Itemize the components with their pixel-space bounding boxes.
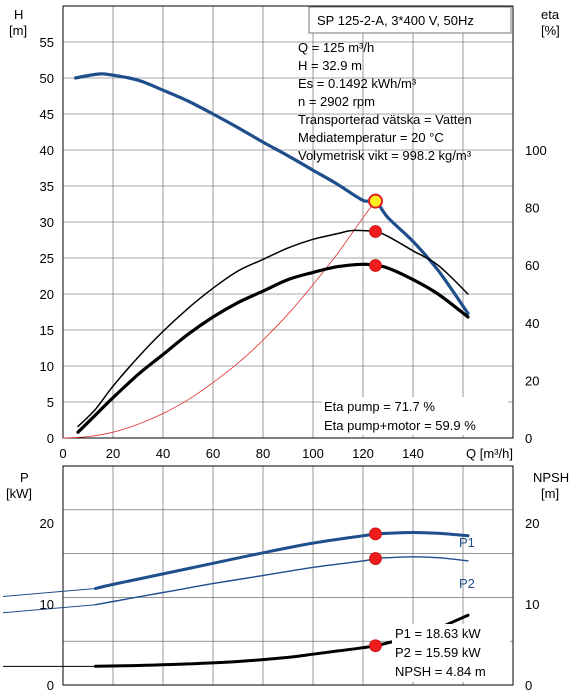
head-efficiency-chart: 0 5 10 15 20 25 30 35 40 45 50 55 0 20 40 60 80 100 0 20 40 6… [9, 5, 560, 461]
y2-tick-label: 100 [525, 143, 547, 158]
info-line: H = 32.9 m [298, 58, 362, 73]
duty-point-marker [369, 639, 382, 653]
x-axis-label: Q [m³/h] [466, 446, 513, 461]
eta-pump-motor-annotation: Eta pump+motor = 59.9 % [324, 418, 476, 433]
power-annotation-bg [392, 624, 510, 682]
info-block: Q = 125 m³/h H = 32.9 m Es = 0.1492 kWh/… [298, 40, 472, 163]
y2-tick-label: 20 [525, 373, 539, 388]
x-tick-label: 0 [59, 446, 66, 461]
series-line-eta_pump_motor [76, 262, 470, 434]
p1-series-label: P1 [459, 535, 475, 550]
top-plot-frame [62, 5, 514, 439]
x-tick-label: 40 [156, 446, 170, 461]
y-tick-label: 25 [40, 251, 54, 266]
duty-point-marker [369, 259, 382, 272]
p1-annotation: P1 = 18.63 kW [395, 626, 481, 641]
npsh-axis-unit: [m] [541, 486, 559, 501]
y-tick-label: 55 [40, 35, 54, 50]
series-line-eta_pump [77, 229, 469, 428]
y-tick-label: 30 [40, 215, 54, 230]
y-tick-label: 5 [47, 395, 54, 410]
y2-tick-label: 10 [525, 597, 539, 612]
y-tick-label: 20 [40, 516, 54, 531]
y2-tick-label: 80 [525, 201, 539, 216]
info-line: Transporterad vätska = Vatten [298, 112, 472, 127]
p2-extension [2, 604, 96, 614]
x-tick-label: 120 [352, 446, 374, 461]
y-tick-label: 35 [40, 179, 54, 194]
eta-pump-annotation: Eta pump = 71.7 % [324, 399, 435, 414]
x-tick-label: 140 [402, 446, 424, 461]
info-line: Es = 0.1492 kWh/m³ [298, 76, 417, 91]
info-line: Q = 125 m³/h [298, 40, 374, 55]
info-line: Volymetrisk vikt = 998.2 kg/m³ [298, 148, 472, 163]
y-tick-label: 0 [47, 678, 54, 693]
npsh-axis-label: NPSH [533, 470, 569, 485]
y2-tick-label: 0 [525, 431, 532, 446]
title-box [308, 6, 512, 34]
y-tick-label: 50 [40, 71, 54, 86]
duty-point-marker [369, 225, 382, 238]
y2-tick-label: 40 [525, 316, 539, 331]
p1-extension [2, 587, 96, 597]
y-tick-label: 10 [40, 359, 54, 374]
series-line-system [62, 200, 376, 439]
bottom-tick-labels: 0 10 20 0 10 20 [40, 516, 540, 693]
y-tick-label: 40 [40, 143, 54, 158]
y2-tick-label: 0 [525, 678, 532, 693]
series-line-p2 [94, 556, 469, 606]
npsh-annotation: NPSH = 4.84 m [395, 664, 486, 679]
y-tick-label: 15 [40, 323, 54, 338]
p-axis-label: P [20, 470, 29, 485]
duty-point-marker [369, 527, 382, 541]
bottom-plot-frame [62, 465, 514, 686]
top-series-layer [62, 72, 470, 439]
info-line: Mediatemperatur = 20 °C [298, 130, 444, 145]
x-tick-label: 80 [256, 446, 270, 461]
top-duty-points [368, 193, 383, 272]
y-axis-label: H [14, 7, 23, 22]
y-tick-label: 45 [40, 107, 54, 122]
top-grid [63, 6, 513, 438]
series-line-head [73, 72, 470, 315]
y-tick-label: 20 [40, 287, 54, 302]
y-axis-unit: [m] [9, 23, 27, 38]
p-axis-unit: [kW] [6, 486, 32, 501]
y-tick-label: 0 [47, 431, 54, 446]
y-tick-label: 10 [40, 597, 54, 612]
power-npsh-chart: 0 10 20 0 10 20 P [kW] NPSH [m] P1 P2 P1 = 18… [2, 465, 569, 693]
eta-annotation-bg [322, 397, 508, 435]
info-line: n = 2902 rpm [298, 94, 375, 109]
duty-point-marker [369, 552, 382, 565]
x-tick-label: 20 [106, 446, 120, 461]
y2-axis-label: eta [541, 7, 560, 22]
y2-axis-unit: [%] [541, 23, 560, 38]
p2-series-label: P2 [459, 576, 475, 591]
p2-annotation: P2 = 15.59 kW [395, 645, 481, 660]
y2-tick-label: 60 [525, 258, 539, 273]
bottom-duty-points [369, 527, 382, 653]
series-line-p1 [94, 531, 470, 590]
duty-point-marker [368, 193, 383, 209]
x-tick-label: 100 [302, 446, 324, 461]
chart-title: SP 125-2-A, 3*400 V, 50Hz [317, 13, 474, 28]
top-tick-labels: 0 5 10 15 20 25 30 35 40 45 50 55 0 20 40 60 80 100 0 20 40 6… [40, 35, 547, 461]
bottom-grid [63, 466, 513, 685]
x-tick-label: 60 [206, 446, 220, 461]
y2-tick-label: 20 [525, 516, 539, 531]
